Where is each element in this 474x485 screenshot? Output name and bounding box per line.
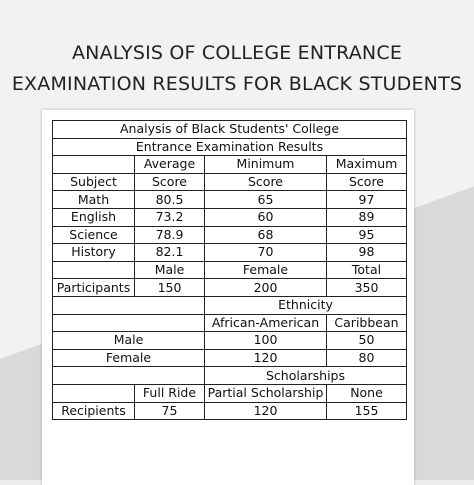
partial-scholarship-cell: 120 xyxy=(204,401,327,421)
maximum-cell: 97 xyxy=(326,190,407,209)
document-sheet: Analysis of Black Students' College Entr… xyxy=(42,110,414,485)
caption-row-2: Entrance Examination Results xyxy=(52,137,407,157)
scores-header-row-bottom: Subject Score Score Score xyxy=(52,172,407,192)
results-table: Analysis of Black Students' College Entr… xyxy=(52,120,407,421)
column-header: Female xyxy=(204,260,327,280)
page-title: ANALYSIS OF COLLEGE ENTRANCE EXAMINATION… xyxy=(0,38,474,100)
empty-cell xyxy=(52,383,135,403)
table-row: English 73.2 60 89 xyxy=(52,207,407,227)
column-header: Subject xyxy=(52,172,135,192)
column-header: African-American xyxy=(204,313,327,333)
column-header: Partial Scholarship xyxy=(204,383,327,403)
ethnicity-title-row: Ethnicity xyxy=(52,295,407,315)
african-american-cell: 100 xyxy=(204,331,327,350)
subject-cell: Science xyxy=(52,225,135,245)
title-line-2: EXAMINATION RESULTS FOR BLACK STUDENTS xyxy=(11,73,463,95)
column-header: Minimum xyxy=(204,155,327,174)
table-row: Science 78.9 68 95 xyxy=(52,225,407,245)
column-header: Average xyxy=(134,155,205,174)
minimum-cell: 68 xyxy=(204,225,327,245)
table-row: History 82.1 70 98 xyxy=(52,243,407,262)
column-header: Full Ride xyxy=(134,383,205,403)
empty-cell xyxy=(52,366,205,385)
minimum-cell: 65 xyxy=(204,190,327,209)
subject-cell: English xyxy=(52,207,135,227)
row-label: Female xyxy=(52,348,205,368)
subject-cell: History xyxy=(52,243,135,262)
title-line-1: ANALYSIS OF COLLEGE ENTRANCE xyxy=(71,42,403,64)
column-header: None xyxy=(326,383,407,403)
none-cell: 155 xyxy=(326,401,407,421)
scholarships-header-row: Full Ride Partial Scholarship None xyxy=(52,383,407,403)
caribbean-cell: 80 xyxy=(326,348,407,368)
table-row: Participants 150 200 350 xyxy=(52,278,407,297)
participants-header-row: Male Female Total xyxy=(52,260,407,280)
row-label: Male xyxy=(52,331,205,350)
table-caption-line-2: Entrance Examination Results xyxy=(52,137,407,157)
empty-cell xyxy=(52,155,135,174)
male-count-cell: 150 xyxy=(134,278,205,297)
average-cell: 73.2 xyxy=(134,207,205,227)
row-label: Recipients xyxy=(52,401,135,421)
empty-cell xyxy=(52,313,205,333)
table-row: Female 120 80 xyxy=(52,348,407,368)
female-count-cell: 200 xyxy=(204,278,327,297)
column-header: Score xyxy=(204,172,327,192)
average-cell: 80.5 xyxy=(134,190,205,209)
column-header: Male xyxy=(134,260,205,280)
row-label: Participants xyxy=(52,278,135,297)
scores-header-row-top: Average Minimum Maximum xyxy=(52,155,407,174)
ethnicity-header-row: African-American Caribbean xyxy=(52,313,407,333)
total-count-cell: 350 xyxy=(326,278,407,297)
table-row: Recipients 75 120 155 xyxy=(52,401,407,421)
column-header: Caribbean xyxy=(326,313,407,333)
maximum-cell: 95 xyxy=(326,225,407,245)
african-american-cell: 120 xyxy=(204,348,327,368)
column-header: Maximum xyxy=(326,155,407,174)
section-header: Scholarships xyxy=(204,366,407,385)
subject-cell: Math xyxy=(52,190,135,209)
maximum-cell: 89 xyxy=(326,207,407,227)
minimum-cell: 70 xyxy=(204,243,327,262)
empty-cell xyxy=(52,295,205,315)
table-caption-line-1: Analysis of Black Students' College xyxy=(52,120,407,139)
column-header: Score xyxy=(134,172,205,192)
average-cell: 78.9 xyxy=(134,225,205,245)
minimum-cell: 60 xyxy=(204,207,327,227)
caribbean-cell: 50 xyxy=(326,331,407,350)
empty-cell xyxy=(52,260,135,280)
table-row: Math 80.5 65 97 xyxy=(52,190,407,209)
table-row: Male 100 50 xyxy=(52,331,407,350)
column-header: Total xyxy=(326,260,407,280)
full-ride-cell: 75 xyxy=(134,401,205,421)
scholarships-title-row: Scholarships xyxy=(52,366,407,385)
caption-row-1: Analysis of Black Students' College xyxy=(52,120,407,139)
average-cell: 82.1 xyxy=(134,243,205,262)
section-header: Ethnicity xyxy=(204,295,407,315)
maximum-cell: 98 xyxy=(326,243,407,262)
column-header: Score xyxy=(326,172,407,192)
